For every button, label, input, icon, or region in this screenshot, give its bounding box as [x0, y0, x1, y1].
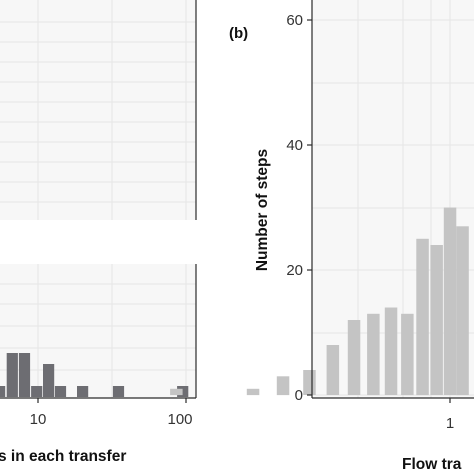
x-axis-title-a: s in each transfer: [0, 448, 126, 465]
y-tick-label-b-20: 20: [286, 262, 303, 279]
panel-a-bar-6: [54, 386, 67, 397]
y-tick-label-b-0: 0: [295, 387, 303, 404]
panel-b-bar-5: [326, 345, 340, 395]
panel-b-bar-4: [303, 370, 316, 395]
x-tick-label-b-1: 1: [446, 415, 454, 432]
x-axis-title-b: Flow tra: [402, 456, 462, 473]
panel-b-bar-2: [246, 388, 260, 396]
panel-b-bar-6: [347, 320, 361, 395]
y-axis-title-b: Number of steps: [254, 149, 271, 271]
x-tick-label-a-100: 100: [167, 411, 192, 428]
panel-b-bar-7: [367, 313, 380, 396]
panel-a-bar-3: [18, 353, 31, 397]
panel-a-bars: [0, 353, 189, 397]
panel-a-bar-4: [31, 386, 43, 397]
panel-a-upper-background: [0, 0, 196, 220]
panel-a-bar-9: [177, 386, 189, 397]
y-tick-label-b-40: 40: [286, 137, 303, 154]
panel-a-bar-1: [0, 386, 6, 397]
panel-b-bar-13: [456, 226, 469, 396]
panel-b-bar-9: [401, 313, 414, 396]
panel-b-bars: [170, 207, 469, 396]
panel-b-bar-0: [170, 388, 183, 396]
panel-a-bar-8: [112, 386, 125, 397]
panel-a-lower-grid: [0, 264, 196, 398]
panel-b-bar-8: [384, 307, 398, 395]
panel-b-bar-12: [443, 207, 457, 395]
panel-label-b: (b): [229, 25, 248, 42]
panel-b-bar-10: [416, 238, 429, 396]
x-tick-label-a-10: 10: [30, 411, 47, 428]
panel-a-bar-5: [43, 364, 55, 397]
panel-b-bar-3: [276, 376, 290, 396]
panel-a-upper-grid: [0, 0, 196, 220]
y-tick-label-b-60: 60: [286, 12, 303, 29]
panel-a-bar-7: [77, 386, 89, 397]
panel-b-bar-11: [430, 245, 443, 395]
panel-a-lower-background: [0, 264, 196, 398]
panel-a-bar-2: [6, 353, 18, 397]
